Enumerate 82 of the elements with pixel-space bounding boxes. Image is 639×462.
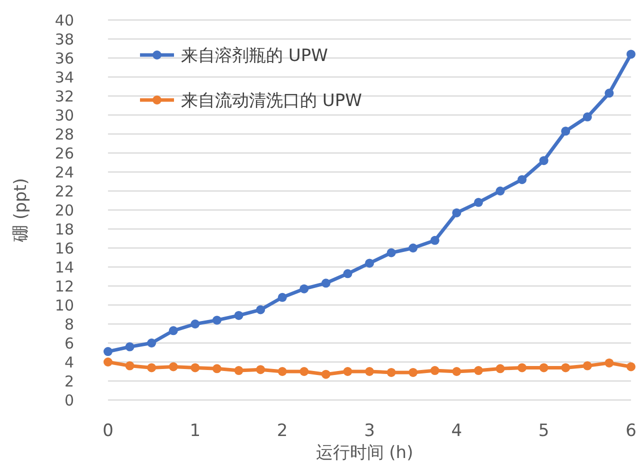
y-tick-label: 2 [64,372,74,390]
x-tick-label: 2 [276,421,288,441]
point [408,368,418,377]
y-tick-label: 38 [54,30,74,48]
point [452,208,462,218]
point [474,366,483,376]
x-tick-label: 1 [190,421,201,441]
y-tick-label: 14 [54,258,74,276]
point [190,320,200,328]
y-tick-label: 26 [54,144,74,162]
legend-label: 来自溶剂瓶的 UPW [181,46,328,66]
point [365,258,374,268]
point [321,278,330,288]
point [234,366,244,376]
point [474,198,483,207]
y-tick-label: 12 [54,277,74,296]
point [539,156,548,166]
y-axis-title: 硼 (ppt) [11,178,31,243]
legend-label: 来自流动清洗口的 UPW [181,90,362,111]
x-tick-label: 3 [364,421,375,441]
y-tick-label: 40 [54,11,74,30]
point [278,367,287,376]
point [256,305,266,314]
x-tick-label: 5 [538,421,550,441]
x-tick-label: 0 [102,421,114,441]
y-tick-label: 34 [54,68,74,86]
y-tick-label: 22 [54,182,74,200]
point [561,126,570,136]
point [147,338,156,348]
y-tick-label: 8 [64,315,74,334]
point [430,366,440,376]
point [300,367,309,376]
point [168,326,178,336]
point [582,112,592,122]
point [496,364,505,374]
point [365,367,374,376]
x-tick-label: 4 [451,421,462,441]
y-tick-label: 24 [54,163,74,182]
point [408,244,418,252]
y-tick-label: 16 [54,239,74,258]
point [125,342,134,352]
point [190,363,200,372]
point [343,367,352,376]
point [582,361,592,370]
y-tick-label: 4 [64,353,74,372]
y-tick-label: 32 [54,87,74,106]
point [343,269,352,278]
y-tick-label: 30 [54,106,74,124]
y-tick-label: 10 [54,296,74,314]
point [386,368,396,377]
y-tick-label: 36 [54,49,74,68]
point [430,236,440,245]
x-axis-title: 运行时间 (h) [316,443,414,462]
point [518,363,527,372]
point [234,310,244,320]
y-tick-label: 18 [54,220,74,238]
y-tick-label: 0 [64,391,74,410]
point [104,347,112,356]
point [604,88,614,98]
point [518,175,527,184]
point [561,363,570,372]
point [321,370,330,379]
point [278,292,287,302]
point [604,358,614,368]
point [539,363,548,372]
y-tick-label: 6 [64,334,74,352]
point [452,367,462,376]
point [104,358,112,366]
point [626,50,636,59]
point [147,363,156,372]
point [256,365,266,374]
point [212,316,222,325]
point [386,248,396,258]
point [168,362,178,372]
point [626,362,636,372]
y-tick-label: 28 [54,125,74,144]
point [212,364,222,374]
point [125,361,134,370]
point [300,284,309,294]
y-tick-label: 20 [54,201,74,220]
x-tick-label: 6 [626,421,636,441]
point [496,186,505,196]
